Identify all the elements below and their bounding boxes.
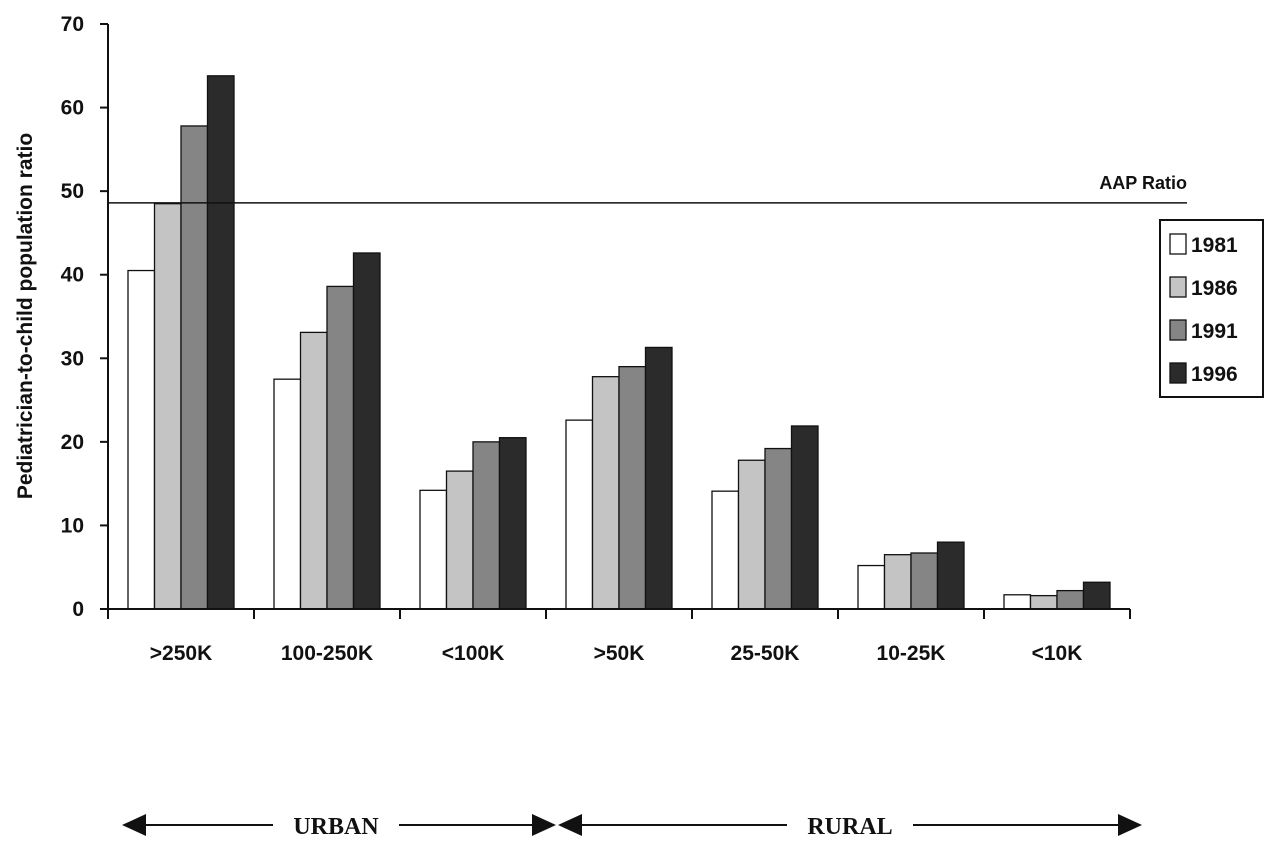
y-tick-label: 60: [61, 97, 84, 120]
bar-1981-<10K: [1003, 594, 1032, 610]
x-tick-label: >50K: [594, 642, 645, 665]
bar-1986-<10K: [1029, 594, 1058, 610]
y-tick-label: 10: [61, 514, 84, 537]
legend-label-1996: 1996: [1191, 363, 1238, 386]
bar-1986-25-50K: [737, 459, 766, 610]
legend-label-1986: 1986: [1191, 277, 1238, 300]
bar-1986-<100K: [445, 470, 474, 610]
bar-1991-25-50K: [764, 447, 793, 610]
y-tick-label: 0: [72, 598, 84, 621]
bar-1996-<10K: [1082, 581, 1111, 610]
x-tick-label: 25-50K: [731, 642, 800, 665]
urban-arrowhead-left: [122, 814, 146, 836]
bars: [127, 75, 1111, 610]
bar-1991-<10K: [1056, 589, 1085, 610]
legend-swatch-1996: [1169, 362, 1187, 384]
y-tick-label: 40: [61, 264, 84, 287]
bar-1996->50K: [644, 346, 673, 610]
urban-arrowhead-right: [532, 814, 556, 836]
y-tick-label: 20: [61, 431, 84, 454]
bar-1981->250K: [127, 269, 156, 610]
x-tick-label: 10-25K: [877, 642, 946, 665]
urban-arrow: URBAN: [122, 814, 556, 840]
bar-1981-100-250K: [273, 378, 302, 610]
bar-1981-10-25K: [857, 564, 886, 610]
y-axis-label: Pediatrician-to-child population ratio: [14, 133, 37, 499]
bar-1986->250K: [153, 203, 182, 610]
rural-arrow: RURAL: [558, 814, 1142, 840]
y-axis: 0 10 20 30 40 50 60 70: [61, 13, 109, 621]
legend-label-1991: 1991: [1191, 320, 1238, 343]
bar-1991-<100K: [472, 441, 501, 610]
bar-1986-10-25K: [883, 554, 912, 610]
y-tick-label: 50: [61, 180, 84, 203]
bar-1981-<100K: [419, 489, 448, 610]
bar-1981-25-50K: [711, 490, 740, 610]
bar-1996->250K: [206, 75, 235, 610]
x-tick-label: <100K: [442, 642, 504, 665]
y-tick-label: 70: [61, 13, 84, 36]
legend: 1981 1986 1991 1996: [1159, 219, 1264, 398]
legend-swatch-1986: [1169, 276, 1187, 298]
bar-1981->50K: [565, 419, 594, 610]
rural-arrowhead-right: [1118, 814, 1142, 836]
legend-swatch-1991: [1169, 319, 1187, 341]
x-tick-label: <10K: [1032, 642, 1083, 665]
reference-line-group: AAP Ratio: [108, 173, 1187, 204]
bar-1991->50K: [618, 365, 647, 610]
x-tick-label: 100-250K: [281, 642, 373, 665]
bar-1986-100-250K: [299, 331, 328, 610]
urban-label: URBAN: [293, 814, 379, 840]
y-tick-label: 30: [61, 347, 84, 370]
bar-1996-<100K: [498, 437, 527, 610]
legend-swatch-1981: [1169, 233, 1187, 255]
rural-arrowhead-left: [558, 814, 582, 836]
urban-rural-groups: URBAN RURAL: [122, 814, 1142, 840]
bar-1996-100-250K: [352, 252, 381, 610]
legend-label-1981: 1981: [1191, 234, 1238, 257]
bar-1991-100-250K: [326, 285, 355, 610]
bar-1991->250K: [180, 125, 209, 610]
aap-ratio-label: AAP Ratio: [1099, 173, 1187, 193]
bar-1996-25-50K: [790, 425, 819, 610]
bar-1986->50K: [591, 376, 620, 610]
rural-label: RURAL: [807, 814, 892, 840]
x-axis: >250K 100-250K <100K >50K 25-50K 10-25K <10K: [107, 608, 1131, 665]
x-tick-label: >250K: [150, 642, 212, 665]
bar-1991-10-25K: [910, 552, 939, 610]
bar-1996-10-25K: [936, 541, 965, 610]
